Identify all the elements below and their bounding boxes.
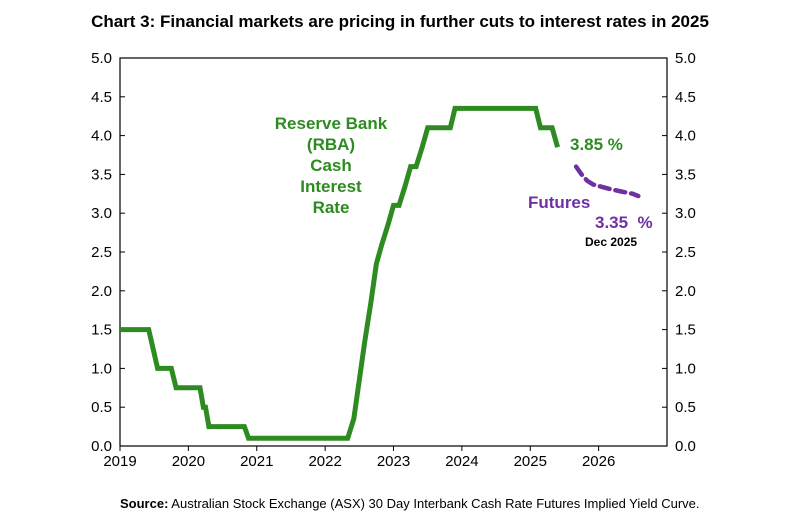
right-y-tick-label: 4.0 [675,128,696,145]
x-tick-label: 2026 [582,453,615,470]
right-y-tick-label: 4.5 [675,89,696,106]
rba-cash-rate-line [120,105,561,441]
rba-value-label: 3.85 % [570,135,623,154]
right-y-tick-label: 1.0 [675,360,696,377]
left-y-tick-label: 4.5 [91,89,112,106]
left-y-tick-label: 3.5 [91,166,112,183]
source-note: Source: Australian Stock Exchange (ASX) … [120,496,700,511]
x-tick-label: 2025 [514,453,547,470]
right-y-tick-label: 3.0 [675,205,696,222]
left-y-tick-label: 2.0 [91,283,112,300]
chart-title: Chart 3: Financial markets are pricing i… [91,12,709,31]
x-tick-label: 2024 [445,453,478,470]
rba-label-line: (RBA) [307,135,355,154]
x-tick-label: 2019 [103,453,136,470]
rba-label-line: Interest [300,177,362,196]
x-axis: 2019 2020 2021 2022 2023 2024 2025 2026 [103,446,615,470]
right-y-tick-label: 2.5 [675,244,696,261]
source-prefix: Source: [120,496,168,511]
futures-date-label: Dec 2025 [585,235,637,249]
x-tick-label: 2021 [240,453,273,470]
left-y-tick-label: 3.0 [91,205,112,222]
left-y-axis: 0.0 0.5 1.0 1.5 2.0 2.5 3.0 3.5 4.0 4.5 5.0 [91,50,125,455]
left-y-tick-label: 1.5 [91,322,112,339]
rba-label-line: Rate [313,198,350,217]
futures-label: Futures [528,193,590,212]
right-y-axis: 0.0 0.5 1.0 1.5 2.0 2.5 3.0 3.5 4.0 4.5 5.0 [662,50,696,455]
series-layer [120,105,641,441]
left-y-tick-label: 2.5 [91,244,112,261]
right-y-tick-label: 2.0 [675,283,696,300]
right-y-tick-label: 0.0 [675,438,696,455]
futures-line [573,164,641,199]
left-y-tick-label: 0.0 [91,438,112,455]
left-y-tick-label: 5.0 [91,50,112,67]
left-y-tick-label: 0.5 [91,399,112,416]
rba-label-line: Cash [310,156,352,175]
right-y-tick-label: 1.5 [675,322,696,339]
x-tick-label: 2020 [172,453,205,470]
left-y-tick-label: 4.0 [91,128,112,145]
right-y-tick-label: 3.5 [675,166,696,183]
right-y-tick-label: 0.5 [675,399,696,416]
futures-value-label: 3.35 % [595,213,653,232]
right-y-tick-label: 5.0 [675,50,696,67]
left-y-tick-label: 1.0 [91,360,112,377]
source-text: Australian Stock Exchange (ASX) 30 Day I… [168,496,699,511]
rba-label-line: Reserve Bank [275,114,388,133]
x-tick-label: 2022 [308,453,341,470]
x-tick-label: 2023 [377,453,410,470]
rba-series-label: Reserve Bank (RBA) Cash Interest Rate [275,114,388,217]
